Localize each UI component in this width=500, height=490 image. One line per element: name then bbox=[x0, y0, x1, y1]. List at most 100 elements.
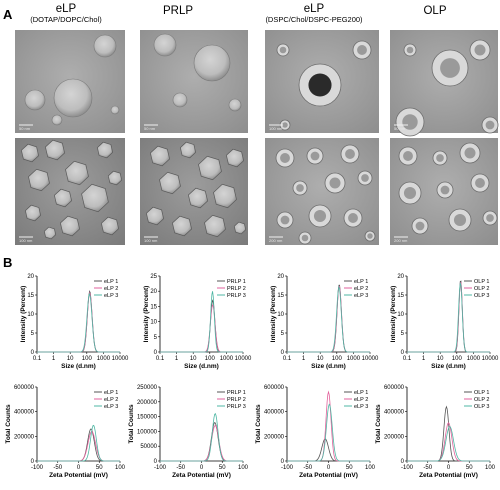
x-tick-label: 100 bbox=[115, 465, 126, 471]
vesicle-core bbox=[474, 44, 486, 56]
tem-micrograph: 100 nm bbox=[140, 138, 248, 245]
vesicle bbox=[21, 143, 39, 163]
vesicle-core bbox=[329, 177, 341, 189]
vesicle-core bbox=[367, 233, 373, 239]
panel-label-a: A bbox=[3, 7, 13, 22]
legend-label: OLP 3 bbox=[474, 293, 490, 299]
x-axis-label: Zeta Potential (mV) bbox=[419, 472, 478, 479]
x-tick-label: 10000 bbox=[362, 356, 379, 362]
scale-bar-label: 200 nm bbox=[394, 238, 408, 243]
vesicle bbox=[97, 141, 113, 159]
tem-micrograph: 200 nm bbox=[265, 138, 379, 245]
y-tick-label: 10 bbox=[397, 312, 404, 318]
x-tick-label: 100 bbox=[485, 465, 496, 471]
legend-label: eLP 1 bbox=[104, 279, 118, 285]
vesicle-core bbox=[280, 153, 290, 163]
legend-label: eLP 1 bbox=[354, 279, 368, 285]
x-tick-label: 1 bbox=[52, 356, 56, 362]
scale-bar-label: 50 nm bbox=[394, 126, 406, 131]
y-tick-label: 200000 bbox=[384, 434, 405, 440]
legend-label: OLP 1 bbox=[474, 279, 490, 285]
series-line bbox=[37, 430, 120, 462]
legend-label: PRLP 1 bbox=[227, 279, 246, 285]
legend-label: eLP 2 bbox=[104, 286, 118, 292]
y-axis-label: Intensity (Percent) bbox=[390, 286, 397, 343]
series-line bbox=[160, 303, 243, 353]
x-axis-label: Size (d.nm) bbox=[184, 363, 219, 370]
legend-label: PRLP 2 bbox=[227, 286, 246, 292]
legend-label: PRLP 2 bbox=[227, 397, 246, 403]
legend-label: OLP 2 bbox=[474, 397, 490, 403]
chart: -100 -50 0 50 100 0 200000 400000 600000 Zeta Pot… bbox=[5, 385, 126, 479]
vesicle bbox=[54, 188, 72, 208]
vesicle bbox=[150, 145, 170, 167]
vesicle bbox=[146, 206, 164, 226]
vesicle-core bbox=[313, 209, 327, 223]
legend-label: eLP 2 bbox=[354, 286, 368, 292]
vesicle-core bbox=[279, 46, 287, 54]
y-tick-label: 250000 bbox=[137, 385, 158, 391]
x-tick-label: -50 bbox=[53, 465, 62, 471]
chart: -100 -50 0 50 100 0 200000 400000 600000 Zeta Pot… bbox=[375, 385, 496, 479]
x-tick-label: 100 bbox=[332, 356, 343, 362]
y-axis-label: Intensity (Percent) bbox=[270, 286, 277, 343]
scale-bar-label: 50 nm bbox=[19, 126, 31, 131]
legend-label: eLP 3 bbox=[354, 404, 368, 410]
x-tick-label: -100 bbox=[31, 465, 44, 471]
chart: 0.1 1 10 100 1000 10000 0 5 10 15 20 Size (d.nm) Int… bbox=[270, 274, 379, 370]
y-tick-label: 400000 bbox=[384, 410, 405, 416]
x-axis-label: Size (d.nm) bbox=[61, 363, 96, 370]
x-tick-label: 100 bbox=[365, 465, 376, 471]
x-tick-label: 1000 bbox=[97, 356, 111, 362]
x-tick-label: 0.1 bbox=[283, 356, 292, 362]
chart: -100 -50 0 50 100 0 50000 100000 150000 200000 250… bbox=[128, 385, 249, 479]
scale-bar-label: 100 nm bbox=[144, 238, 158, 243]
vesicle bbox=[45, 139, 65, 161]
scale-bar-label: 100 nm bbox=[19, 238, 33, 243]
vesicle bbox=[198, 155, 222, 181]
vesicle-core bbox=[301, 234, 309, 242]
y-tick-label: 0 bbox=[401, 350, 405, 356]
y-axis-label: Total Counts bbox=[375, 404, 382, 444]
chart: 0.1 1 10 100 1000 10000 0 5 10 15 20 Size (d.nm) Int… bbox=[390, 274, 499, 370]
vesicle-core bbox=[282, 122, 288, 128]
y-tick-label: 20 bbox=[277, 274, 284, 280]
series-line bbox=[160, 291, 243, 353]
tem-micrograph: 100 nm bbox=[265, 30, 379, 133]
column-subtitle: (DSPC/Chol/DSPC-PEG200) bbox=[265, 15, 363, 24]
y-tick-label: 10 bbox=[150, 320, 157, 326]
y-tick-label: 15 bbox=[27, 293, 34, 299]
y-tick-label: 0 bbox=[281, 459, 285, 465]
vesicle-core bbox=[440, 58, 460, 78]
column-subtitle: (DOTAP/DOPC/Chol) bbox=[30, 15, 102, 24]
vesicle-core bbox=[310, 151, 320, 161]
x-tick-label: 1 bbox=[302, 356, 306, 362]
vesicle bbox=[25, 204, 41, 222]
y-tick-label: 15 bbox=[150, 304, 157, 310]
column-title: eLP bbox=[304, 3, 325, 15]
vesicle bbox=[93, 34, 117, 58]
y-tick-label: 10 bbox=[27, 312, 34, 318]
vesicle bbox=[228, 98, 242, 112]
x-axis-label: Zeta Potential (mV) bbox=[172, 472, 231, 479]
x-tick-label: -50 bbox=[423, 465, 432, 471]
x-tick-label: -100 bbox=[281, 465, 294, 471]
vesicle bbox=[180, 141, 196, 159]
vesicle bbox=[226, 148, 244, 168]
vesicle bbox=[188, 187, 208, 209]
y-tick-label: 0 bbox=[154, 350, 158, 356]
series-line bbox=[407, 425, 490, 462]
x-axis-label: Zeta Potential (mV) bbox=[299, 472, 358, 479]
y-tick-label: 5 bbox=[401, 331, 405, 337]
vesicle bbox=[233, 221, 247, 235]
tem-micrograph: 100 nm bbox=[15, 138, 125, 245]
vesicle-core bbox=[296, 184, 304, 192]
vesicle bbox=[213, 183, 237, 209]
vesicle-core bbox=[403, 186, 417, 200]
x-tick-label: 100 bbox=[238, 465, 249, 471]
x-tick-label: 10000 bbox=[482, 356, 499, 362]
legend-label: OLP 3 bbox=[474, 404, 490, 410]
y-axis-label: Total Counts bbox=[128, 404, 135, 444]
vesicle bbox=[153, 33, 177, 57]
tem-micrograph: 50 nm bbox=[15, 30, 125, 133]
